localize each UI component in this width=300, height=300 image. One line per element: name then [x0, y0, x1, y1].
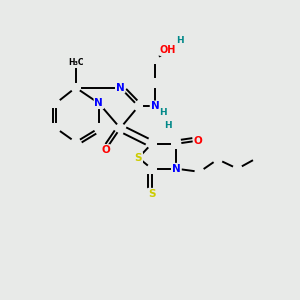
Text: N: N	[172, 164, 181, 174]
Text: H₃C: H₃C	[68, 58, 83, 67]
Text: N: N	[151, 101, 159, 111]
Text: H: H	[176, 36, 184, 45]
Text: O: O	[101, 145, 110, 155]
Text: S: S	[148, 189, 155, 199]
Text: H: H	[159, 108, 167, 117]
Text: S: S	[135, 153, 142, 163]
Text: OH: OH	[160, 45, 176, 55]
Text: N: N	[94, 98, 103, 108]
Text: N: N	[116, 82, 125, 93]
Text: O: O	[194, 136, 202, 146]
Text: H: H	[164, 121, 172, 130]
